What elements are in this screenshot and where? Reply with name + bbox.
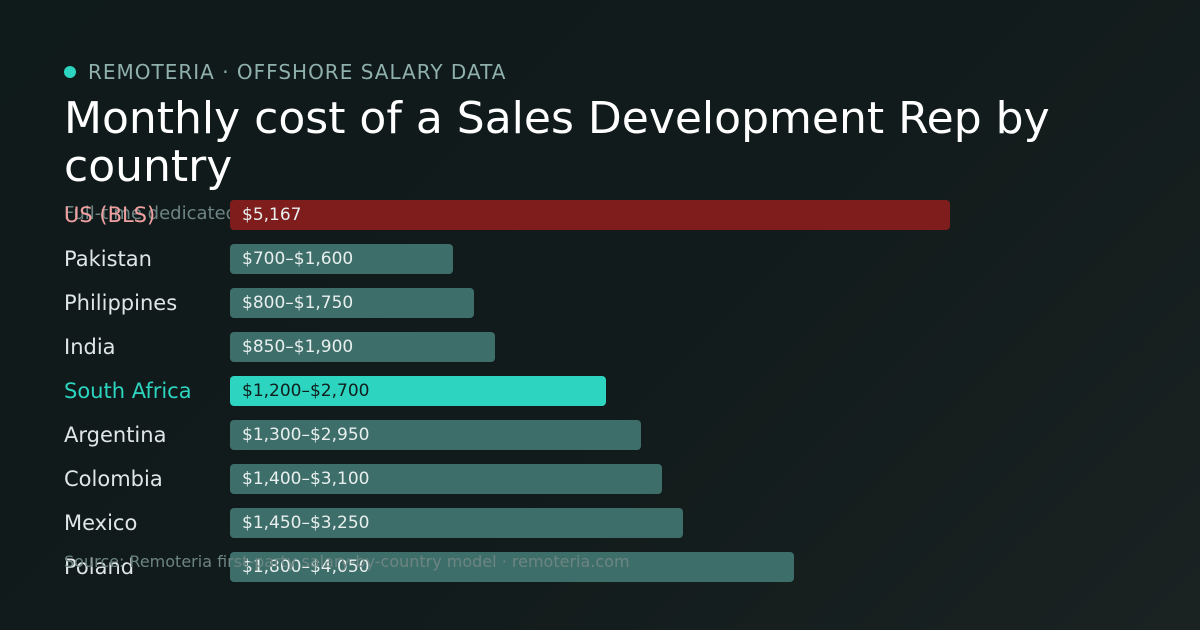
category-label-colombia: Colombia xyxy=(64,467,163,491)
bar-south-africa xyxy=(230,376,606,406)
value-label-pakistan: $700–$1,600 xyxy=(242,249,354,269)
value-label-india: $850–$1,900 xyxy=(242,337,354,357)
bar-poland xyxy=(230,552,794,582)
category-label-south-africa: South Africa xyxy=(64,379,192,403)
bar-pakistan xyxy=(230,244,453,274)
category-label-mexico: Mexico xyxy=(64,511,138,535)
chart-title: Monthly cost of a Sales Development Rep … xyxy=(64,93,1050,192)
bar-india xyxy=(230,332,495,362)
value-label-argentina: $1,300–$2,950 xyxy=(242,425,370,445)
brand-row: REMOTERIA · OFFSHORE SALARY DATA xyxy=(64,60,506,84)
category-label-us-bls: US (BLS) xyxy=(64,203,156,227)
bar-argentina xyxy=(230,420,641,450)
value-label-poland: $1,800–$4,050 xyxy=(242,557,370,577)
value-label-philippines: $800–$1,750 xyxy=(242,293,354,313)
category-label-india: India xyxy=(64,335,116,359)
category-label-philippines: Philippines xyxy=(64,291,178,315)
bar-colombia xyxy=(230,464,662,494)
value-label-colombia: $1,400–$3,100 xyxy=(242,469,370,489)
brand-label: REMOTERIA · OFFSHORE SALARY DATA xyxy=(88,60,507,84)
value-label-south-africa: $1,200–$2,700 xyxy=(242,381,370,401)
brand-dot-icon xyxy=(64,66,76,78)
category-label-argentina: Argentina xyxy=(64,423,167,447)
category-label-poland: Poland xyxy=(64,555,135,579)
source-note: Source: Remoteria first-party salary-by-… xyxy=(64,552,630,571)
bar-philippines xyxy=(230,288,474,318)
category-label-pakistan: Pakistan xyxy=(64,247,152,271)
value-label-us-bls: $5,167 xyxy=(242,205,302,225)
chart-subtitle: Full-time dedicated xyxy=(64,203,238,224)
bar-us-bls xyxy=(230,200,950,230)
value-label-mexico: $1,450–$3,250 xyxy=(242,513,370,533)
bar-mexico xyxy=(230,508,683,538)
